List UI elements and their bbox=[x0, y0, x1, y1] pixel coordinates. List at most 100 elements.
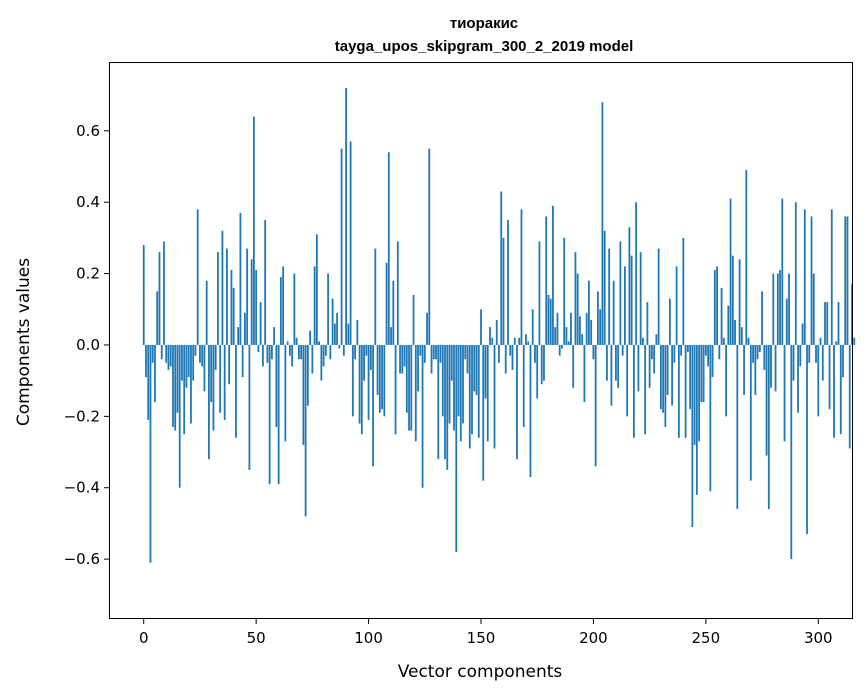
bar bbox=[315, 234, 318, 345]
bar bbox=[374, 248, 377, 345]
bar bbox=[439, 344, 442, 363]
bar bbox=[689, 344, 692, 410]
bar bbox=[270, 344, 273, 360]
bar bbox=[531, 309, 534, 345]
bar bbox=[295, 337, 298, 345]
x-tick-label: 300 bbox=[804, 629, 833, 647]
bar bbox=[617, 344, 620, 388]
y-tick-label: 0.4 bbox=[76, 193, 100, 211]
bar bbox=[489, 327, 491, 345]
bar bbox=[756, 344, 759, 360]
bar bbox=[318, 341, 321, 345]
bar bbox=[529, 344, 532, 478]
bar bbox=[405, 344, 408, 413]
bar bbox=[244, 312, 246, 345]
x-tick-label: 0 bbox=[139, 629, 149, 647]
bar bbox=[731, 255, 734, 345]
bar bbox=[351, 344, 354, 417]
bar bbox=[235, 344, 237, 438]
bar bbox=[480, 309, 482, 345]
bar bbox=[232, 287, 235, 345]
bar bbox=[293, 273, 296, 345]
bar bbox=[262, 344, 264, 367]
bar bbox=[826, 302, 829, 345]
bar bbox=[446, 344, 449, 470]
bar bbox=[650, 344, 653, 360]
bar bbox=[408, 344, 410, 431]
bar bbox=[484, 344, 487, 399]
bar bbox=[309, 330, 312, 345]
bar bbox=[279, 277, 282, 345]
bar bbox=[817, 344, 820, 417]
bar bbox=[612, 280, 615, 345]
bar bbox=[376, 344, 379, 395]
bar bbox=[167, 344, 170, 370]
bar bbox=[516, 344, 518, 460]
bar bbox=[297, 344, 300, 360]
bar bbox=[819, 337, 822, 345]
bar bbox=[302, 344, 305, 445]
bar bbox=[538, 241, 541, 345]
bar bbox=[410, 344, 413, 431]
bar bbox=[187, 344, 190, 378]
bar bbox=[711, 344, 714, 378]
bar bbox=[734, 319, 736, 345]
bar bbox=[414, 344, 417, 442]
bar bbox=[815, 344, 817, 363]
bar bbox=[419, 344, 422, 356]
bar bbox=[583, 344, 586, 403]
bar bbox=[201, 344, 204, 367]
bar bbox=[837, 302, 840, 345]
bar bbox=[592, 344, 595, 360]
bar bbox=[473, 344, 476, 392]
bar bbox=[511, 344, 514, 370]
bar bbox=[824, 302, 826, 345]
x-tick-label: 200 bbox=[579, 629, 608, 647]
bar bbox=[212, 344, 215, 431]
bar bbox=[219, 344, 222, 413]
bar bbox=[322, 344, 325, 367]
bar bbox=[842, 344, 844, 378]
bar bbox=[154, 344, 156, 403]
bar bbox=[163, 241, 165, 345]
bar bbox=[729, 198, 732, 345]
bar bbox=[268, 344, 271, 485]
bar bbox=[466, 344, 469, 374]
bar bbox=[781, 198, 784, 345]
bar bbox=[253, 116, 255, 345]
bar bbox=[462, 344, 464, 424]
bar bbox=[349, 141, 352, 345]
bar bbox=[637, 344, 640, 392]
bar bbox=[378, 344, 381, 413]
bar bbox=[581, 334, 584, 345]
bar bbox=[810, 216, 813, 345]
bar bbox=[716, 266, 718, 345]
bar bbox=[477, 344, 480, 438]
bar bbox=[329, 344, 332, 360]
bar bbox=[176, 344, 179, 413]
bar bbox=[288, 344, 291, 356]
bar bbox=[417, 344, 419, 392]
bar bbox=[151, 344, 154, 363]
bar bbox=[518, 337, 521, 345]
bar bbox=[190, 344, 192, 424]
bar bbox=[725, 344, 727, 417]
bar bbox=[743, 344, 745, 395]
bar bbox=[520, 209, 523, 345]
bar bbox=[619, 241, 622, 345]
bar bbox=[740, 327, 743, 345]
bar bbox=[657, 248, 660, 345]
y-axis-label: Components values bbox=[14, 258, 34, 426]
bar bbox=[790, 344, 793, 560]
bar bbox=[633, 344, 635, 438]
bar bbox=[835, 341, 838, 345]
bar bbox=[507, 220, 509, 345]
bar bbox=[394, 344, 397, 435]
x-tick-label: 150 bbox=[467, 629, 496, 647]
bar bbox=[754, 344, 757, 395]
bar bbox=[338, 344, 341, 349]
bar bbox=[628, 227, 631, 345]
bar bbox=[576, 273, 579, 345]
bar bbox=[797, 344, 799, 413]
bar bbox=[399, 344, 401, 374]
